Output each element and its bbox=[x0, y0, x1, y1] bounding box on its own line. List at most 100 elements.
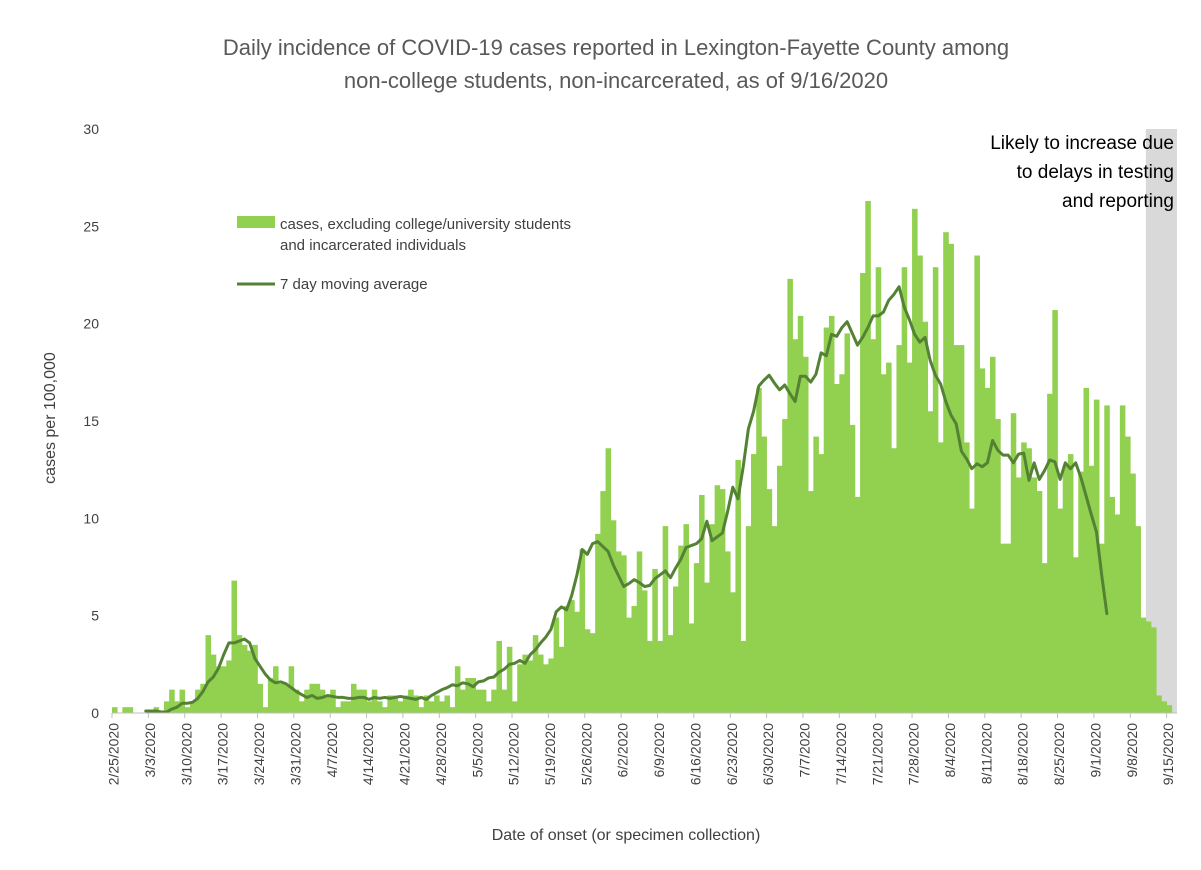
x-tick-label: 9/8/2020 bbox=[1124, 723, 1140, 778]
case-bar bbox=[1114, 514, 1121, 713]
case-bar bbox=[948, 243, 954, 713]
case-bar bbox=[262, 707, 269, 713]
x-tick-label: 4/7/2020 bbox=[324, 723, 340, 778]
case-bar bbox=[626, 617, 632, 713]
case-bar bbox=[1130, 473, 1136, 713]
case-bar bbox=[345, 701, 352, 713]
x-tick-label: 9/15/2020 bbox=[1160, 723, 1176, 785]
legend: cases, excluding college/university stud… bbox=[237, 216, 571, 293]
case-bar bbox=[589, 633, 596, 713]
case-bar bbox=[574, 611, 580, 713]
case-bar bbox=[402, 695, 409, 713]
case-bar bbox=[1041, 563, 1048, 713]
case-bar bbox=[771, 526, 778, 713]
case-bar bbox=[652, 568, 658, 713]
case-bar bbox=[215, 666, 222, 713]
case-bar bbox=[995, 419, 1001, 713]
case-bar bbox=[1135, 526, 1141, 713]
case-bar bbox=[880, 374, 887, 713]
case-bar bbox=[828, 315, 835, 713]
case-bar bbox=[189, 701, 196, 713]
case-bar bbox=[906, 362, 913, 713]
y-tick-label: 10 bbox=[83, 510, 99, 526]
case-bar bbox=[964, 442, 970, 713]
x-axis-label: Date of onset (or specimen collection) bbox=[492, 827, 761, 844]
chart-title-line-2: non-college students, non-incarcerated, … bbox=[344, 68, 888, 93]
case-bar bbox=[792, 339, 799, 713]
case-bar bbox=[496, 640, 502, 713]
x-tick-label: 4/21/2020 bbox=[397, 723, 413, 785]
case-bar bbox=[1000, 543, 1006, 713]
case-bar bbox=[756, 387, 762, 713]
case-bar bbox=[1109, 496, 1116, 713]
case-bar bbox=[610, 520, 617, 713]
case-bar bbox=[501, 689, 508, 713]
case-bar bbox=[886, 362, 892, 713]
legend-label-cases-line-1: cases, excluding college/university stud… bbox=[280, 216, 571, 233]
x-tick-label: 5/19/2020 bbox=[542, 723, 558, 785]
case-bar bbox=[688, 623, 695, 713]
case-bar bbox=[1031, 477, 1038, 713]
case-bar bbox=[1047, 393, 1053, 713]
case-bar bbox=[1026, 448, 1032, 713]
x-tick-label: 3/3/2020 bbox=[142, 723, 158, 778]
case-bar bbox=[699, 494, 705, 713]
axes: 0 5 10 15 20 25 30 2/25/2020 3/3/2020 3/10/2020 3/… bbox=[83, 121, 1177, 785]
x-tick-label: 8/4/2020 bbox=[942, 723, 958, 778]
case-bar bbox=[1021, 442, 1027, 713]
case-bar bbox=[631, 605, 638, 713]
case-bar bbox=[522, 654, 528, 713]
case-bar bbox=[241, 644, 248, 713]
case-bar bbox=[667, 635, 674, 713]
legend-swatch-cases bbox=[237, 216, 275, 228]
case-bar bbox=[595, 533, 601, 713]
case-bar bbox=[1078, 471, 1084, 713]
x-tick-label: 5/26/2020 bbox=[578, 723, 594, 785]
case-bar bbox=[371, 689, 378, 713]
case-bar bbox=[413, 695, 419, 713]
x-tick-label: 3/31/2020 bbox=[287, 723, 303, 785]
case-bar bbox=[247, 650, 253, 713]
case-bar bbox=[745, 526, 752, 713]
x-tick-label: 8/11/2020 bbox=[978, 723, 994, 784]
case-bar bbox=[1088, 465, 1095, 713]
case-bar bbox=[621, 555, 627, 713]
case-bar bbox=[382, 707, 388, 713]
case-bar bbox=[860, 273, 866, 713]
case-bar bbox=[397, 701, 404, 713]
y-tick-label: 15 bbox=[83, 413, 99, 429]
case-bar bbox=[112, 707, 118, 713]
case-bar bbox=[875, 267, 882, 713]
case-bar bbox=[527, 660, 534, 713]
case-bar bbox=[709, 524, 715, 713]
case-bar bbox=[465, 677, 471, 713]
case-bar bbox=[901, 267, 908, 713]
case-bar bbox=[584, 629, 591, 713]
case-bar bbox=[1067, 454, 1074, 713]
case-bar bbox=[184, 707, 191, 713]
case-bar bbox=[444, 695, 451, 713]
x-tick-label: 6/16/2020 bbox=[687, 723, 703, 785]
case-bar bbox=[1083, 387, 1090, 713]
case-bar bbox=[543, 664, 549, 713]
case-bar bbox=[538, 654, 544, 713]
case-bar bbox=[252, 644, 258, 713]
case-bar bbox=[340, 701, 347, 713]
bar-series bbox=[112, 201, 1173, 714]
case-bar bbox=[823, 327, 830, 713]
case-bar bbox=[548, 658, 554, 713]
case-bar bbox=[896, 345, 903, 713]
case-bar bbox=[782, 419, 788, 713]
x-tick-label: 2/25/2020 bbox=[106, 723, 122, 785]
case-bar bbox=[195, 689, 201, 713]
case-bar bbox=[761, 436, 767, 713]
legend-label-cases-line-2: and incarcerated individuals bbox=[280, 237, 466, 254]
case-bar bbox=[210, 654, 217, 713]
case-bar bbox=[751, 454, 757, 713]
case-bar bbox=[1057, 508, 1064, 713]
case-bar bbox=[236, 635, 243, 713]
case-bar bbox=[470, 677, 477, 713]
case-bar bbox=[169, 689, 175, 713]
case-bar bbox=[506, 646, 513, 713]
legend-label-moving-average: 7 day moving average bbox=[280, 276, 428, 293]
